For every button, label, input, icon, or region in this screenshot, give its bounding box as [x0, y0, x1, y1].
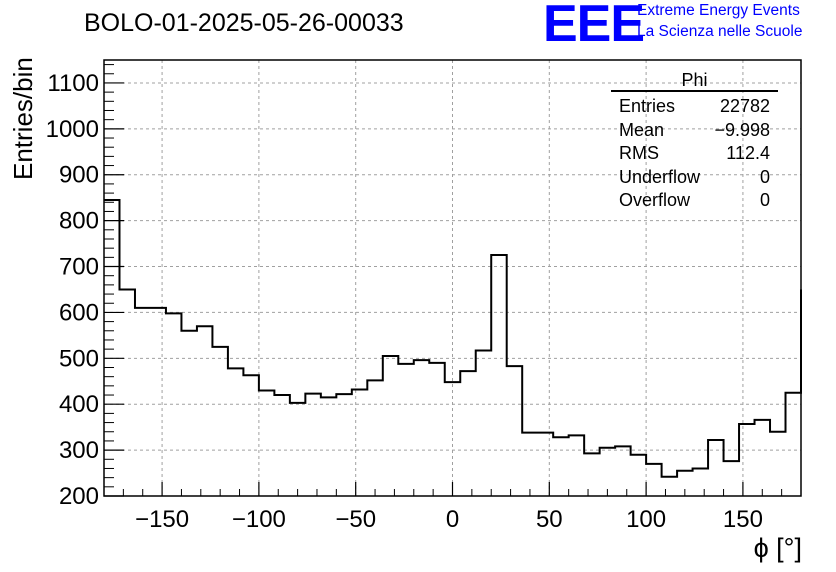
- histogram-bin: [398, 364, 413, 496]
- histogram-bin: [429, 363, 444, 496]
- histogram-bin: [166, 313, 181, 496]
- histogram-bin: [584, 453, 599, 496]
- histogram-bin: [259, 390, 274, 496]
- chart-title: BOLO-01-2025-05-26-00033: [84, 9, 404, 37]
- histogram-bin: [476, 351, 491, 496]
- histogram-bin: [150, 308, 165, 496]
- x-tick-label: −50: [335, 506, 376, 533]
- stats-value: 22782: [719, 96, 770, 116]
- y-tick-label: 200: [59, 483, 99, 510]
- stats-label: Overflow: [619, 190, 691, 210]
- stats-label: RMS: [619, 143, 659, 163]
- histogram-bin: [786, 393, 801, 496]
- histogram-bin: [321, 397, 336, 496]
- stats-label: Entries: [619, 96, 676, 116]
- y-tick-label: 500: [59, 345, 99, 372]
- histogram-bin: [662, 477, 677, 496]
- histogram-bin: [336, 394, 351, 496]
- histogram-bin: [197, 326, 212, 496]
- x-tick-label: 100: [626, 506, 666, 533]
- stats-row-entries: Entries 22782: [611, 95, 778, 119]
- stats-row-overflow: Overflow 0: [611, 189, 778, 213]
- y-tick-label: 900: [59, 162, 99, 189]
- histogram-bin: [739, 424, 754, 496]
- histogram-bin: [491, 255, 506, 496]
- stats-value: 0: [759, 190, 770, 210]
- histogram-bin: [460, 371, 475, 496]
- stats-row-underflow: Underflow 0: [611, 166, 778, 190]
- y-tick-label: 300: [59, 437, 99, 464]
- histogram-bin: [600, 448, 615, 496]
- histogram-bin: [243, 375, 258, 496]
- histogram-bin: [290, 403, 305, 496]
- histogram-bin: [553, 437, 568, 496]
- stats-box: Phi Entries 22782 Mean −9.998 RMS 112.4 …: [611, 70, 778, 213]
- x-tick-label: 0: [446, 506, 459, 533]
- histogram-bin: [615, 446, 630, 496]
- histogram-bin: [274, 395, 289, 496]
- histogram-bin: [631, 455, 646, 496]
- histogram-bin: [367, 380, 382, 496]
- histogram-bin: [569, 435, 584, 496]
- histogram-bin: [104, 200, 119, 496]
- x-tick-label: −100: [232, 506, 286, 533]
- y-tick-label: 1000: [46, 116, 99, 143]
- logo-line-1: Extreme Energy Events: [637, 2, 800, 19]
- stats-value: −9.998: [714, 119, 770, 140]
- histogram-bin: [352, 390, 367, 496]
- stats-row-rms: RMS 112.4: [611, 142, 778, 166]
- y-tick-label: 1100: [47, 70, 99, 97]
- x-tick-label: 150: [723, 506, 763, 533]
- histogram-bin: [212, 347, 227, 496]
- histogram-bin: [770, 432, 785, 496]
- eee-logo: EEE: [543, 0, 645, 53]
- histogram-bin: [181, 331, 196, 496]
- stats-label: Mean: [619, 119, 665, 140]
- histogram-bin: [538, 433, 553, 496]
- histogram-bin: [522, 433, 537, 496]
- histogram-bin: [305, 394, 320, 496]
- x-axis-label: ϕ [°]: [753, 533, 802, 563]
- x-tick-label: −150: [135, 506, 189, 533]
- histogram-bin: [708, 440, 723, 496]
- histogram-bin: [507, 366, 522, 496]
- stats-label: Underflow: [619, 166, 701, 187]
- histogram-bin: [383, 356, 398, 496]
- histogram-bin: [693, 468, 708, 496]
- histogram-bin: [724, 461, 739, 496]
- x-tick-label: 50: [536, 506, 563, 533]
- logo-line-2: La Scienza nelle Scuole: [637, 23, 803, 40]
- y-tick-label: 600: [59, 299, 99, 326]
- stats-value: 0: [759, 166, 770, 187]
- histogram-bin: [445, 382, 460, 496]
- y-axis-label: Entries/bin: [8, 57, 38, 180]
- stats-row-mean: Mean −9.998: [611, 119, 778, 143]
- histogram-bin: [646, 464, 661, 496]
- histogram-bin: [119, 289, 134, 496]
- histogram-line: [104, 198, 802, 478]
- histogram-bin: [135, 308, 150, 496]
- y-tick-label: 400: [59, 391, 99, 418]
- histogram-bin: [414, 360, 429, 496]
- histogram-bin: [755, 420, 770, 496]
- y-tick-label: 700: [59, 254, 99, 281]
- stats-value: 112.4: [726, 143, 770, 163]
- histogram-bin: [228, 368, 243, 496]
- stats-title: Phi: [611, 70, 778, 92]
- y-tick-label: 800: [59, 208, 99, 235]
